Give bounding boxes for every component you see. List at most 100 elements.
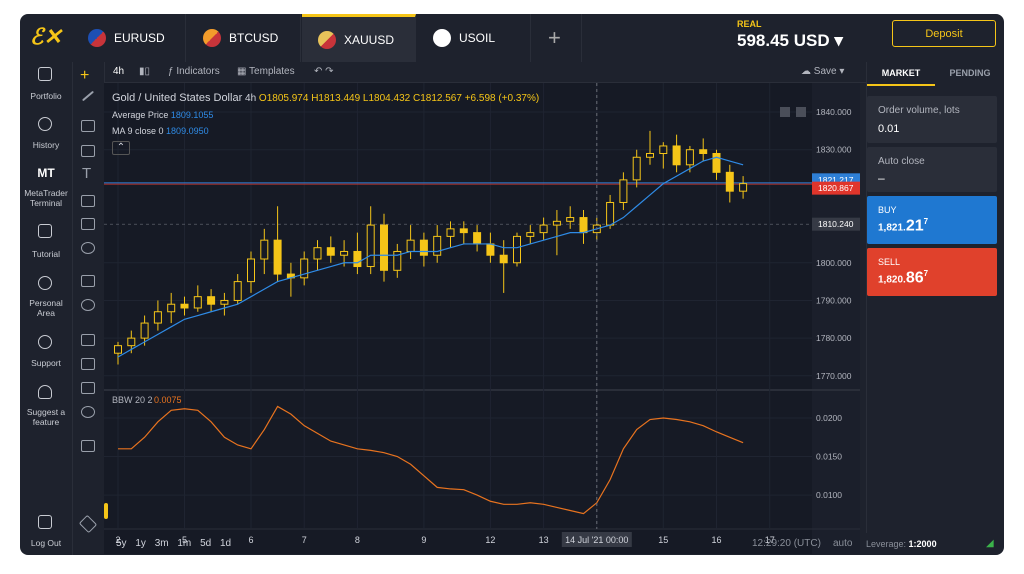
icon xyxy=(38,385,52,399)
tool[interactable] xyxy=(81,120,95,132)
text-tool[interactable]: T xyxy=(82,165,92,182)
interval[interactable]: 4h xyxy=(113,66,125,77)
clock: 12:29:20 (UTC) xyxy=(752,538,821,549)
candle-body xyxy=(579,217,588,234)
y-tick-label: 1790.000 xyxy=(816,295,852,305)
sell-button[interactable]: SELL 1,820.867 xyxy=(867,248,997,296)
indicator-name: BBW 20 2 xyxy=(112,395,153,405)
candle-body xyxy=(739,183,748,192)
x-tick-label: 7 xyxy=(302,535,307,545)
tab[interactable]: BTCUSD xyxy=(187,14,301,62)
ohlc: H1813.449 xyxy=(311,93,361,104)
candle-body xyxy=(419,239,428,256)
chart-type[interactable]: ▮▯ xyxy=(139,66,151,77)
tool[interactable] xyxy=(81,382,95,394)
volume-box[interactable]: Order volume, lots 0.01 xyxy=(867,96,997,143)
collapse[interactable]: ⌃ xyxy=(112,141,130,155)
y-tick-label: 1770.000 xyxy=(816,371,852,381)
deposit-button[interactable]: Deposit xyxy=(892,20,996,47)
signal: ◢ xyxy=(986,538,994,549)
nav-item[interactable]: Log Out xyxy=(30,538,62,548)
candle-body xyxy=(260,239,269,260)
icon xyxy=(38,117,52,131)
avg-value: 1809.1055 xyxy=(170,110,214,120)
nav-item[interactable]: History xyxy=(32,140,60,150)
tab[interactable]: USOIL xyxy=(417,14,531,62)
account-mode: REAL xyxy=(737,19,762,29)
nav-item[interactable]: Personal Area xyxy=(29,298,63,318)
bbw-line xyxy=(118,405,744,515)
tool[interactable] xyxy=(81,299,95,311)
tool[interactable] xyxy=(81,145,95,157)
tool[interactable] xyxy=(81,275,95,287)
candle-body xyxy=(526,232,535,237)
templates[interactable]: ▦ Templates xyxy=(237,66,295,77)
save-label: Save xyxy=(813,66,837,77)
x-tick-label: 13 xyxy=(539,535,549,545)
tool[interactable] xyxy=(78,514,98,534)
sell-price: 1,820.867 xyxy=(878,269,928,287)
undo[interactable]: ↶ ↷ xyxy=(314,66,334,77)
scale-mode[interactable]: auto xyxy=(833,538,853,549)
tool[interactable] xyxy=(81,242,95,254)
mt-icon: MT xyxy=(37,166,55,180)
price-tag-label: 1820.867 xyxy=(818,183,854,193)
tool[interactable] xyxy=(81,440,95,452)
tab[interactable]: EURUSD xyxy=(72,14,186,62)
crosshair-tool[interactable]: + xyxy=(80,67,90,84)
x-tick-label: 6 xyxy=(248,535,253,545)
drag-handle xyxy=(104,503,108,519)
candle-body xyxy=(712,152,721,173)
candle-body xyxy=(659,145,668,154)
tool[interactable] xyxy=(81,218,95,230)
leverage-label: Leverage: xyxy=(866,539,907,549)
nav-item[interactable]: Support xyxy=(31,358,61,368)
nav-item[interactable]: MetaTrader Terminal xyxy=(24,188,68,208)
legend-interval: 4h xyxy=(245,93,257,104)
range[interactable]: 5y xyxy=(116,538,127,549)
range[interactable]: 5d xyxy=(200,538,212,549)
sidebar: Portfolio History MT MetaTrader Terminal… xyxy=(20,62,73,555)
nav-item[interactable]: Tutorial xyxy=(31,249,61,259)
range[interactable]: 3m xyxy=(154,538,169,549)
x-tick-label: 5 xyxy=(182,535,187,545)
tool[interactable] xyxy=(81,334,95,346)
range[interactable]: 1d xyxy=(219,538,232,549)
candle-body xyxy=(632,156,641,181)
add-tab[interactable]: + xyxy=(532,14,582,62)
logo[interactable]: ℰ✕ xyxy=(30,24,62,49)
candle-body xyxy=(153,311,162,324)
tool[interactable] xyxy=(81,406,95,418)
auto-label: Auto close xyxy=(878,156,925,167)
candle-body xyxy=(646,152,654,158)
nav-item[interactable]: Suggest a feature xyxy=(26,407,66,427)
panel-tab[interactable]: PENDING xyxy=(949,68,991,78)
tool[interactable] xyxy=(81,195,95,207)
y-tick-label: 1830.000 xyxy=(816,145,852,155)
balance[interactable]: 598.45 USD ▾ xyxy=(737,31,843,50)
nav-item[interactable]: Portfolio xyxy=(30,91,62,101)
candle-body xyxy=(247,258,255,283)
price-tag-label: 1821.217 xyxy=(818,175,854,185)
icon xyxy=(38,224,52,238)
app: ℰ✕ EURUSD BTCUSD XAUUSD USOIL + REAL 598… xyxy=(20,14,1004,555)
ma-line xyxy=(117,156,744,358)
candle-body xyxy=(393,250,402,271)
buy-button[interactable]: BUY 1,821.217 xyxy=(867,196,997,244)
indicators[interactable]: ƒ Indicators xyxy=(168,66,220,77)
tool[interactable] xyxy=(81,90,95,102)
tool[interactable] xyxy=(81,358,95,370)
price-part: 1,820. xyxy=(878,274,906,286)
panel-tab[interactable]: MARKET xyxy=(867,62,935,86)
candle-body xyxy=(552,220,561,226)
volume-value: 0.01 xyxy=(878,123,900,135)
auto-close-box[interactable]: Auto close – xyxy=(867,147,997,192)
range[interactable]: 1y xyxy=(135,538,146,549)
buy-price: 1,821.217 xyxy=(878,217,928,235)
save[interactable]: ☁ Save ▾ xyxy=(801,66,845,77)
price-tag xyxy=(812,181,860,195)
tab[interactable]: XAUUSD xyxy=(302,14,416,62)
range[interactable]: 1m xyxy=(177,538,192,549)
order-panel: MARKET PENDING xyxy=(866,62,1004,533)
